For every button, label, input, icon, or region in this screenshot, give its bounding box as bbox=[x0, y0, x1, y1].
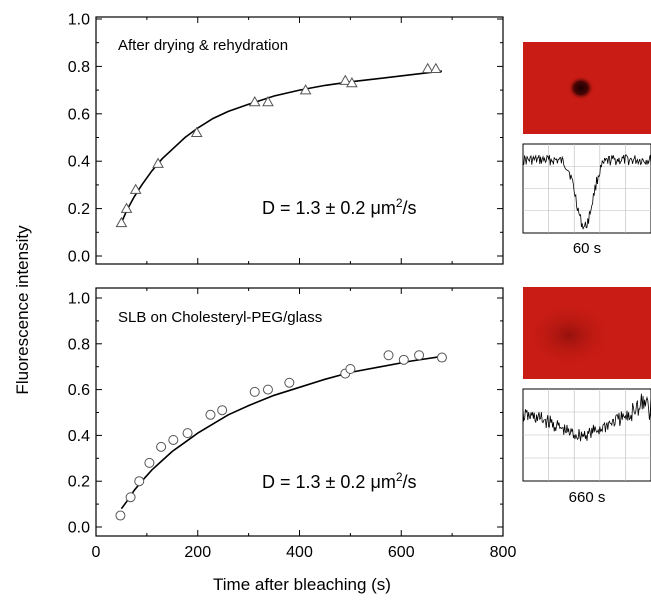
bottom-panel-annotation: SLB on Cholesteryl-PEG/glass bbox=[118, 309, 322, 326]
x-axis-title: Time after bleaching (s) bbox=[213, 575, 391, 594]
data-point-circle bbox=[156, 441, 167, 452]
thumbnail-label-60s: 60 s bbox=[573, 240, 601, 257]
y-tick-label: 0.0 bbox=[68, 520, 90, 537]
data-point-circle bbox=[284, 377, 295, 388]
y-tick-label: 1.0 bbox=[68, 291, 90, 308]
data-point-circle bbox=[436, 352, 447, 363]
x-tick-label: 400 bbox=[286, 544, 313, 561]
y-tick-label: 0.6 bbox=[68, 106, 90, 123]
data-point-circle bbox=[115, 510, 126, 521]
profile-plot-660s-line bbox=[522, 393, 651, 442]
data-point-triangle bbox=[299, 84, 312, 95]
data-point-circle bbox=[398, 354, 409, 365]
data-point-triangle bbox=[190, 126, 203, 138]
x-tick-label: 0 bbox=[92, 544, 101, 561]
data-point-circle bbox=[249, 386, 260, 397]
data-point-circle bbox=[125, 492, 136, 503]
top-microscopy-thumbnails: 60 s bbox=[522, 42, 651, 257]
y-axis-title: Fluorescence intensity bbox=[13, 225, 32, 395]
data-point-triangle bbox=[421, 62, 434, 74]
profile-plot-660s-grid bbox=[523, 389, 651, 481]
top-panel-annotation: After drying & rehydration bbox=[118, 37, 288, 54]
data-point-circle bbox=[134, 476, 145, 487]
y-tick-label: 0.8 bbox=[68, 336, 90, 353]
data-point-circle bbox=[414, 350, 425, 361]
y-tick-label: 0.2 bbox=[68, 201, 90, 218]
profile-plot-60s-line bbox=[522, 154, 651, 230]
y-tick-label: 0.4 bbox=[68, 428, 90, 445]
data-point-circle bbox=[345, 363, 356, 374]
data-point-triangle bbox=[339, 74, 352, 85]
profile-plot-60s-grid bbox=[523, 144, 651, 233]
y-tick-label: 0.4 bbox=[68, 154, 90, 171]
data-point-circle bbox=[144, 457, 155, 468]
data-point-circle bbox=[168, 434, 179, 445]
data-point-triangle bbox=[120, 202, 133, 213]
thumbnail-label-660s: 660 s bbox=[569, 489, 606, 506]
data-point-circle bbox=[217, 405, 228, 416]
x-tick-label: 600 bbox=[388, 544, 415, 561]
bottom-panel-diffusion-label: D = 1.3 ± 0.2 μm2/s bbox=[262, 470, 417, 492]
data-point-triangle bbox=[152, 157, 164, 168]
y-tick-label: 0.6 bbox=[68, 382, 90, 399]
bottom-microscopy-thumbnails: 660 s bbox=[522, 287, 651, 506]
bottom-panel-ticks: 0.0 0.2 0.4 0.6 0.8 1.0 0 200 400 600 800 bbox=[68, 288, 517, 561]
data-point-triangle bbox=[429, 62, 442, 74]
x-tick-label: 200 bbox=[184, 544, 211, 561]
bottom-panel: 0.0 0.2 0.4 0.6 0.8 1.0 0 200 400 600 800 SLB on C… bbox=[68, 287, 517, 561]
y-tick-label: 0.0 bbox=[68, 249, 90, 266]
data-point-circle bbox=[205, 409, 216, 420]
data-point-circle bbox=[383, 350, 394, 361]
x-tick-label: 800 bbox=[490, 544, 517, 561]
data-point-circle bbox=[262, 384, 273, 395]
data-point-triangle bbox=[248, 95, 261, 107]
y-tick-label: 0.8 bbox=[68, 59, 90, 76]
bleach-spot bbox=[568, 76, 594, 100]
top-plot-frame bbox=[95, 16, 504, 265]
top-panel-data-points bbox=[115, 62, 442, 228]
data-point-triangle bbox=[262, 95, 274, 107]
y-tick-label: 0.2 bbox=[68, 474, 90, 491]
top-panel-ticks: 0.0 0.2 0.4 0.6 0.8 1.0 bbox=[68, 12, 504, 266]
bottom-panel-data-points bbox=[115, 350, 447, 521]
top-panel-diffusion-label: D = 1.3 ± 0.2 μm2/s bbox=[262, 196, 417, 218]
data-point-circle bbox=[182, 428, 193, 439]
top-panel: 0.0 0.2 0.4 0.6 0.8 1.0 After drying & rehydr… bbox=[68, 12, 504, 266]
y-tick-label: 1.0 bbox=[68, 12, 90, 29]
data-point-triangle bbox=[115, 216, 128, 228]
faint-bleach-region bbox=[533, 305, 613, 365]
data-point-triangle bbox=[346, 76, 358, 88]
data-point-triangle bbox=[129, 183, 142, 194]
